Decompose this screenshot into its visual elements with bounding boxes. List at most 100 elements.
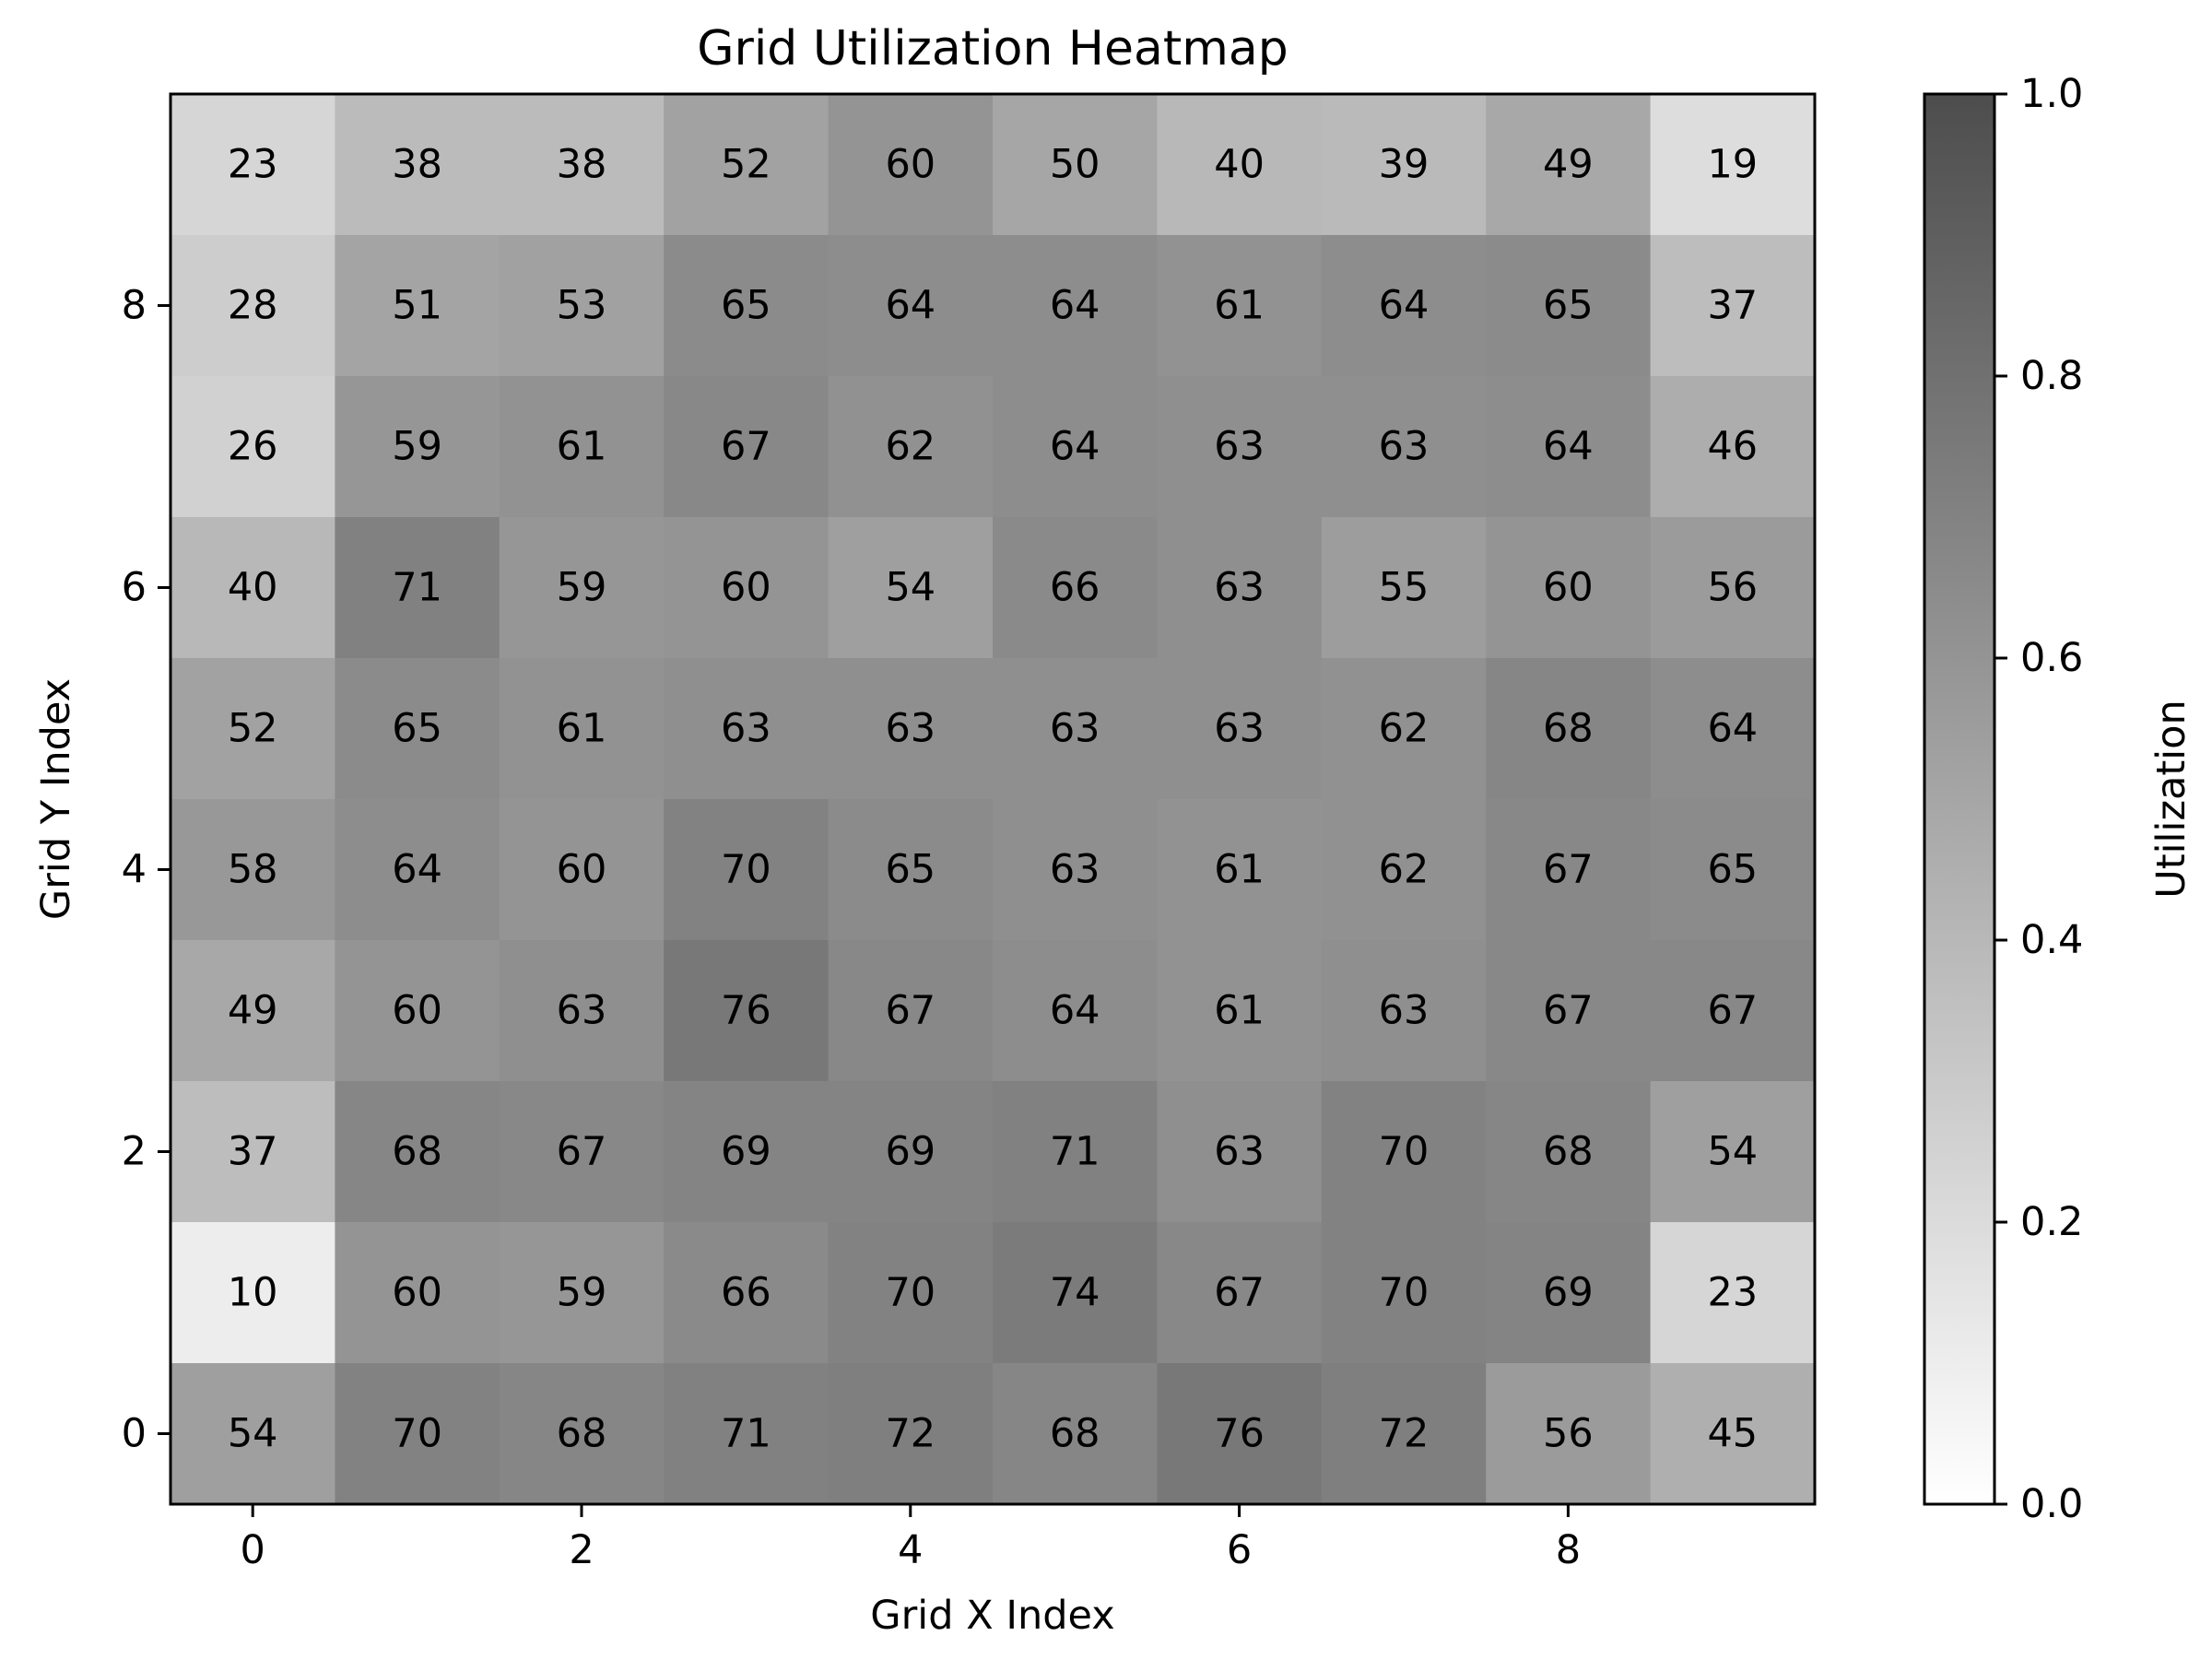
heatmap-cell-x5-y7 bbox=[993, 376, 1158, 518]
cell-label-x6-y7: 63 bbox=[1214, 424, 1265, 470]
cell-label-x5-y5: 63 bbox=[1050, 706, 1100, 752]
heatmap-cell-x2-y4 bbox=[499, 799, 665, 941]
heatmap-cell-x9-y0 bbox=[1650, 1363, 1816, 1505]
heatmap-cell-x7-y8 bbox=[1321, 235, 1487, 377]
cell-label-x7-y4: 62 bbox=[1379, 847, 1430, 893]
cell-label-x3-y5: 63 bbox=[721, 706, 771, 752]
heatmap-cell-x6-y5 bbox=[1157, 658, 1323, 800]
cell-label-x4-y1: 70 bbox=[885, 1270, 935, 1316]
cell-label-x5-y6: 66 bbox=[1050, 565, 1100, 611]
heatmap-cell-x4-y8 bbox=[828, 235, 994, 377]
heatmap-cells bbox=[171, 94, 1816, 1505]
cell-label-x1-y5: 65 bbox=[392, 706, 442, 752]
colorbar bbox=[1923, 92, 1996, 1506]
cell-label-x8-y5: 68 bbox=[1543, 706, 1594, 752]
heatmap-cell-x4-y9 bbox=[828, 94, 994, 236]
cell-label-x6-y9: 40 bbox=[1214, 142, 1265, 188]
colorbar-tick-label-1.0: 1.0 bbox=[2020, 71, 2083, 117]
cell-label-x6-y4: 61 bbox=[1214, 847, 1265, 893]
heatmap-cell-x1-y6 bbox=[335, 517, 500, 659]
heatmap-cell-x0-y5 bbox=[171, 658, 335, 800]
cell-label-x9-y9: 19 bbox=[1707, 142, 1758, 188]
colorbar-tick-label-0.8: 0.8 bbox=[2020, 353, 2083, 399]
cell-label-x7-y9: 39 bbox=[1379, 142, 1430, 188]
heatmap-cell-x2-y8 bbox=[499, 235, 665, 377]
heatmap-cell-x9-y1 bbox=[1650, 1222, 1816, 1364]
heatmap-cell-x5-y2 bbox=[993, 1081, 1158, 1223]
cell-label-x1-y0: 70 bbox=[392, 1411, 442, 1457]
cell-label-x7-y2: 70 bbox=[1379, 1129, 1430, 1175]
cell-label-x9-y8: 37 bbox=[1707, 283, 1758, 329]
heatmap-cell-x0-y9 bbox=[171, 94, 335, 236]
heatmap-cell-x7-y3 bbox=[1321, 940, 1487, 1082]
heatmap-cell-x4-y1 bbox=[828, 1222, 994, 1364]
heatmap-cell-x4-y6 bbox=[828, 517, 994, 659]
cell-label-x0-y4: 58 bbox=[228, 847, 278, 893]
cell-label-x8-y7: 64 bbox=[1543, 424, 1594, 470]
heatmap-cell-x9-y9 bbox=[1650, 94, 1816, 236]
cell-label-x9-y4: 65 bbox=[1707, 847, 1758, 893]
colorbar-ticks: 0.0 0.2 0.4 0.6 0.8 1.0 bbox=[1994, 71, 2083, 1527]
cell-label-x8-y3: 67 bbox=[1543, 988, 1594, 1034]
heatmap-cell-x3-y8 bbox=[664, 235, 830, 377]
heatmap-cell-x2-y1 bbox=[499, 1222, 665, 1364]
cell-label-x5-y4: 63 bbox=[1050, 847, 1100, 893]
cell-label-x1-y3: 60 bbox=[392, 988, 442, 1034]
cell-label-x0-y2: 37 bbox=[228, 1129, 278, 1175]
heatmap-cell-x5-y5 bbox=[993, 658, 1158, 800]
cell-label-x5-y7: 64 bbox=[1050, 424, 1100, 470]
cell-label-x4-y5: 63 bbox=[885, 706, 935, 752]
plot-frame bbox=[169, 92, 1817, 1506]
heatmap-cell-x5-y6 bbox=[993, 517, 1158, 659]
heatmap-cell-x3-y5 bbox=[664, 658, 830, 800]
heatmap-cell-x1-y4 bbox=[335, 799, 500, 941]
cell-label-x5-y9: 50 bbox=[1050, 142, 1100, 188]
heatmap-cell-x5-y8 bbox=[993, 235, 1158, 377]
y-axis-label: Grid Y Index bbox=[33, 678, 79, 920]
colorbar-label: Utilization bbox=[2148, 700, 2194, 898]
cell-label-x0-y1: 10 bbox=[228, 1270, 278, 1316]
heatmap-cell-x7-y0 bbox=[1321, 1363, 1487, 1505]
cell-label-x8-y8: 65 bbox=[1543, 283, 1594, 329]
cell-label-x4-y9: 60 bbox=[885, 142, 935, 188]
heatmap-cell-x2-y7 bbox=[499, 376, 665, 518]
heatmap-cell-x5-y1 bbox=[993, 1222, 1158, 1364]
heatmap-cell-x2-y3 bbox=[499, 940, 665, 1082]
cell-label-x4-y8: 64 bbox=[885, 283, 935, 329]
heatmap-cell-x8-y7 bbox=[1486, 376, 1652, 518]
heatmap-cell-x0-y2 bbox=[171, 1081, 335, 1223]
heatmap-cell-x4-y0 bbox=[828, 1363, 994, 1505]
heatmap-cell-x2-y2 bbox=[499, 1081, 665, 1223]
cell-label-x2-y6: 59 bbox=[557, 565, 607, 611]
cell-label-x1-y9: 38 bbox=[392, 142, 442, 188]
heatmap-cell-x7-y9 bbox=[1321, 94, 1487, 236]
heatmap-cell-x0-y7 bbox=[171, 376, 335, 518]
cell-label-x8-y4: 67 bbox=[1543, 847, 1594, 893]
cell-label-x7-y1: 70 bbox=[1379, 1270, 1430, 1316]
cell-label-x7-y7: 63 bbox=[1379, 424, 1430, 470]
heatmap-cell-x0-y8 bbox=[171, 235, 335, 377]
cell-label-x3-y2: 69 bbox=[721, 1129, 771, 1175]
cell-label-x6-y2: 63 bbox=[1214, 1129, 1265, 1175]
heatmap-cell-x9-y4 bbox=[1650, 799, 1816, 941]
cell-label-x8-y0: 56 bbox=[1543, 1411, 1594, 1457]
cell-label-x6-y3: 61 bbox=[1214, 988, 1265, 1034]
cell-label-x1-y6: 71 bbox=[392, 565, 442, 611]
heatmap-cell-x2-y9 bbox=[499, 94, 665, 236]
cell-label-x0-y9: 23 bbox=[228, 142, 278, 188]
heatmap-cell-x8-y2 bbox=[1486, 1081, 1652, 1223]
cell-label-x9-y0: 45 bbox=[1707, 1411, 1758, 1457]
cell-label-x4-y6: 54 bbox=[885, 565, 935, 611]
cell-label-x6-y5: 63 bbox=[1214, 706, 1265, 752]
cell-label-x6-y6: 63 bbox=[1214, 565, 1265, 611]
heatmap-cell-x8-y8 bbox=[1486, 235, 1652, 377]
heatmap-cell-x6-y0 bbox=[1157, 1363, 1323, 1505]
x-axis-ticks: 0 2 4 6 8 bbox=[241, 1504, 1581, 1573]
heatmap-cell-x3-y1 bbox=[664, 1222, 830, 1364]
cell-label-x7-y6: 55 bbox=[1379, 565, 1430, 611]
heatmap-cell-x9-y2 bbox=[1650, 1081, 1816, 1223]
cell-label-x1-y2: 68 bbox=[392, 1129, 442, 1175]
cell-label-x9-y6: 56 bbox=[1707, 565, 1758, 611]
cell-label-x2-y4: 60 bbox=[557, 847, 607, 893]
heatmap-cell-x2-y5 bbox=[499, 658, 665, 800]
